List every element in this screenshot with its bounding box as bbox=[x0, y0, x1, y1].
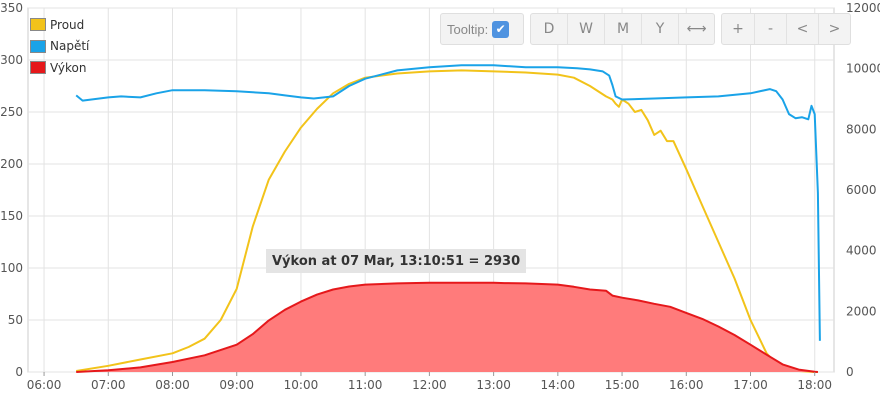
range-button-week[interactable]: W bbox=[567, 14, 604, 44]
next-button[interactable]: > bbox=[818, 14, 850, 44]
legend-label-vykon: Výkon bbox=[50, 60, 87, 75]
y-right-tick-label: 8000 bbox=[846, 122, 877, 136]
legend-item-proud[interactable]: Proud bbox=[30, 14, 89, 36]
legend-swatch-napeti bbox=[30, 39, 46, 53]
series-line-vykon bbox=[76, 281, 818, 373]
tooltip-label: Tooltip: bbox=[447, 21, 489, 37]
y-right-tick-label: 2000 bbox=[846, 304, 877, 318]
x-tick-label: 17:00 bbox=[733, 378, 768, 392]
x-tick-label: 18:00 bbox=[797, 378, 832, 392]
x-tick-label: 12:00 bbox=[412, 378, 447, 392]
chart-toolbar: Tooltip: ✔ D W M Y ⟷ + - < > bbox=[440, 13, 851, 45]
x-tick-label: 14:00 bbox=[541, 378, 576, 392]
y-left-tick-label: 250 bbox=[0, 105, 23, 119]
zoom-out-button[interactable]: - bbox=[754, 14, 786, 44]
x-tick-label: 09:00 bbox=[219, 378, 254, 392]
y-left-tick-label: 0 bbox=[15, 365, 23, 379]
y-left-tick-label: 50 bbox=[8, 313, 23, 327]
legend-item-napeti[interactable]: Napětí bbox=[30, 36, 89, 58]
zoom-in-button[interactable]: + bbox=[732, 21, 744, 37]
x-tick-label: 11:00 bbox=[348, 378, 383, 392]
range-button-year[interactable]: Y bbox=[641, 14, 678, 44]
series-layer bbox=[75, 64, 821, 373]
series-line-proud bbox=[76, 69, 818, 373]
range-group: D W M Y ⟷ bbox=[530, 13, 715, 45]
x-tick-label: 16:00 bbox=[669, 378, 704, 392]
y-right-tick-label: 4000 bbox=[846, 244, 877, 258]
series-line-napeti bbox=[75, 64, 821, 341]
y-right-tick-label: 0 bbox=[846, 365, 854, 379]
x-tick-label: 10:00 bbox=[284, 378, 319, 392]
x-tick-label: 06:00 bbox=[27, 378, 62, 392]
y-left-tick-label: 300 bbox=[0, 53, 23, 67]
prev-button[interactable]: < bbox=[786, 14, 818, 44]
expand-horizontal-icon[interactable]: ⟷ bbox=[678, 14, 714, 44]
legend-label-proud: Proud bbox=[50, 17, 85, 32]
legend: Proud Napětí Výkon bbox=[30, 14, 89, 79]
y-right-tick-label: 10000 bbox=[846, 62, 880, 76]
legend-swatch-proud bbox=[30, 18, 46, 32]
checkbox-checked-icon[interactable]: ✔ bbox=[492, 20, 510, 38]
x-tick-label: 15:00 bbox=[605, 378, 640, 392]
legend-swatch-vykon bbox=[30, 61, 46, 75]
range-button-day[interactable]: D bbox=[543, 21, 555, 37]
grid bbox=[27, 7, 835, 373]
series-area-vykon bbox=[76, 282, 818, 372]
range-button-month[interactable]: M bbox=[604, 14, 641, 44]
tooltip-toggle[interactable]: Tooltip: ✔ bbox=[441, 14, 515, 44]
tooltip-toggle-group: Tooltip: ✔ bbox=[440, 13, 524, 45]
zoom-group: + - < > bbox=[721, 13, 851, 45]
axes: 0 50 100 150 200 250 300 350 0 2000 4000 6000 8000 10… bbox=[0, 1, 880, 392]
tooltip-callout: Výkon at 07 Mar, 13:10:51 = 2930 bbox=[266, 249, 527, 273]
x-tick-label: 08:00 bbox=[155, 378, 190, 392]
y-left-tick-label: 200 bbox=[0, 157, 23, 171]
y-left-tick-label: 150 bbox=[0, 209, 23, 223]
y-left-tick-label: 100 bbox=[0, 261, 23, 275]
legend-item-vykon[interactable]: Výkon bbox=[30, 57, 89, 79]
x-tick-label: 13:00 bbox=[476, 378, 511, 392]
legend-label-napeti: Napětí bbox=[50, 39, 90, 54]
y-left-tick-label: 350 bbox=[0, 1, 23, 15]
x-tick-label: 07:00 bbox=[91, 378, 126, 392]
y-right-tick-label: 6000 bbox=[846, 183, 877, 197]
